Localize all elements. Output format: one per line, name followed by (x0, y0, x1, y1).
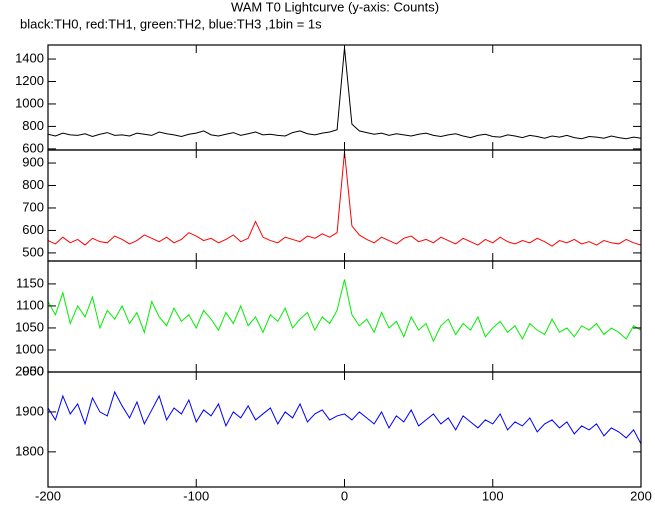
y-tick-label: 950 (22, 363, 44, 378)
y-tick-label: 1200 (15, 73, 44, 88)
panel-frame (47, 149, 642, 262)
x-tick-label: 0 (341, 488, 348, 503)
panel-frame (47, 44, 642, 151)
y-tick-label: 600 (22, 222, 44, 237)
y-tick-label: 1050 (15, 319, 44, 334)
y-tick-label: 800 (22, 177, 44, 192)
y-tick-label: 900 (22, 154, 44, 169)
light-curve (48, 390, 641, 445)
chart-title: WAM T0 Lightcurve (y-axis: Counts) (231, 0, 439, 14)
y-tick-label: 500 (22, 244, 44, 259)
y-tick-label: 1900 (15, 403, 44, 418)
y-tick-label: 2000 (15, 363, 44, 378)
light-curve (48, 279, 641, 343)
x-tick-label: -100 (183, 488, 209, 503)
chart-subtitle: black:TH0, red:TH1, green:TH2, blue:TH3 … (20, 16, 322, 31)
y-tick-label: 1150 (16, 275, 44, 290)
y-tick-label: 700 (22, 199, 44, 214)
x-tick-label: 200 (630, 488, 652, 503)
panel-frame (47, 260, 642, 373)
y-tick-label: 800 (22, 118, 44, 133)
y-tick-label: 1800 (15, 443, 44, 458)
light-curve (48, 151, 641, 247)
x-tick-label: 100 (482, 488, 504, 503)
panel-frame (47, 371, 642, 488)
x-tick-label: -200 (35, 488, 61, 503)
y-tick-label: 1400 (15, 50, 44, 65)
light-curve (48, 47, 641, 140)
y-tick-label: 1100 (16, 297, 44, 312)
y-tick-label: 1000 (15, 95, 44, 110)
y-tick-label: 1000 (15, 341, 44, 356)
y-tick-label: 600 (22, 140, 44, 155)
